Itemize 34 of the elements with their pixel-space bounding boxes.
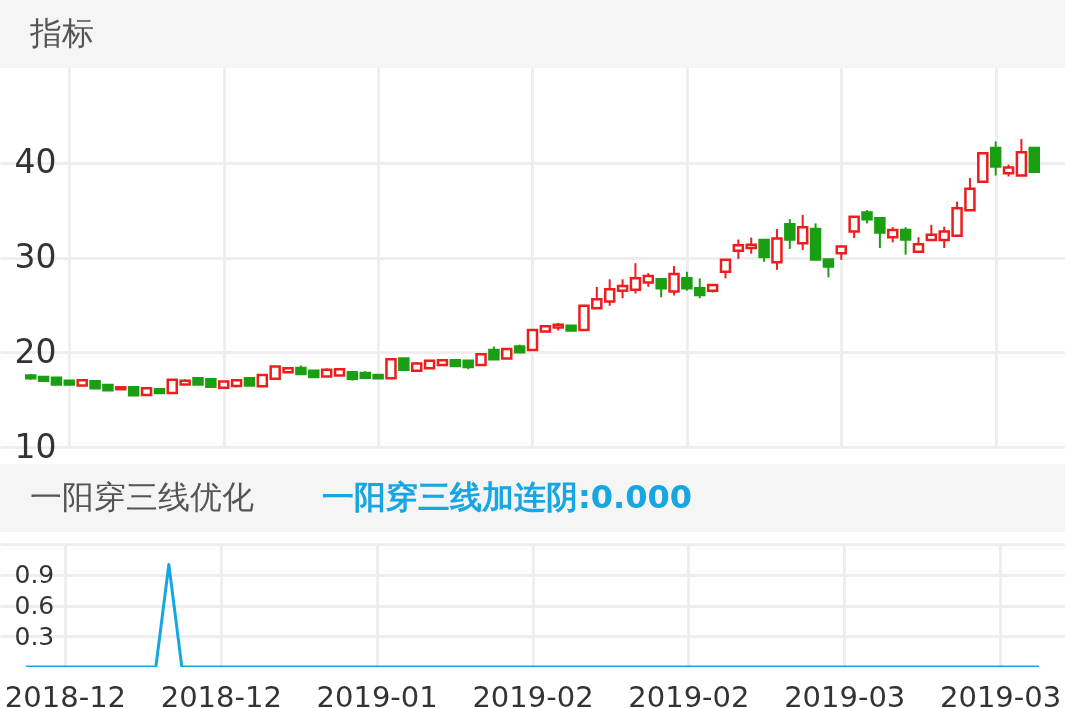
candlestick [989,140,1002,177]
candlestick [668,265,680,297]
y-tick-label: 0.9 [14,560,55,590]
candlestick [1028,146,1041,173]
chart-title: 一阳穿三线优化 [30,478,254,516]
y-tick-label: 40 [14,142,57,182]
candlestick [796,213,809,251]
x-tick-label: 2019-02 [472,679,594,708]
candlestick [719,258,732,280]
x-tick-label: 2019-03 [939,679,1062,708]
y-tick-label: 20 [14,331,57,371]
candlestick [848,215,860,240]
chart-title: 指标 [29,14,94,52]
candlestick [899,226,912,256]
y-tick-label: 0.3 [14,621,55,651]
candlestick [655,277,667,299]
candlestick [784,218,796,250]
candlestick [771,228,783,271]
candlestick [758,238,770,263]
x-tick-label: 2019-01 [316,679,438,708]
x-tick-label: 2019-02 [628,679,750,708]
candlestick [629,262,642,295]
x-tick-label: 2019-03 [784,679,906,708]
candlestick [385,358,397,380]
y-tick-label: 0.6 [14,591,55,620]
candlestick [526,328,539,352]
y-tick-label: 10 [14,426,57,466]
x-tick-label: 2018-12 [4,679,127,708]
candlestick [616,278,629,300]
candlestick [1015,138,1028,178]
x-tick-label: 2018-12 [160,679,282,708]
y-tick-label: 30 [14,237,57,276]
candlestick [822,258,835,279]
text: 一阳穿三线加连阴:0.000 [322,478,693,516]
